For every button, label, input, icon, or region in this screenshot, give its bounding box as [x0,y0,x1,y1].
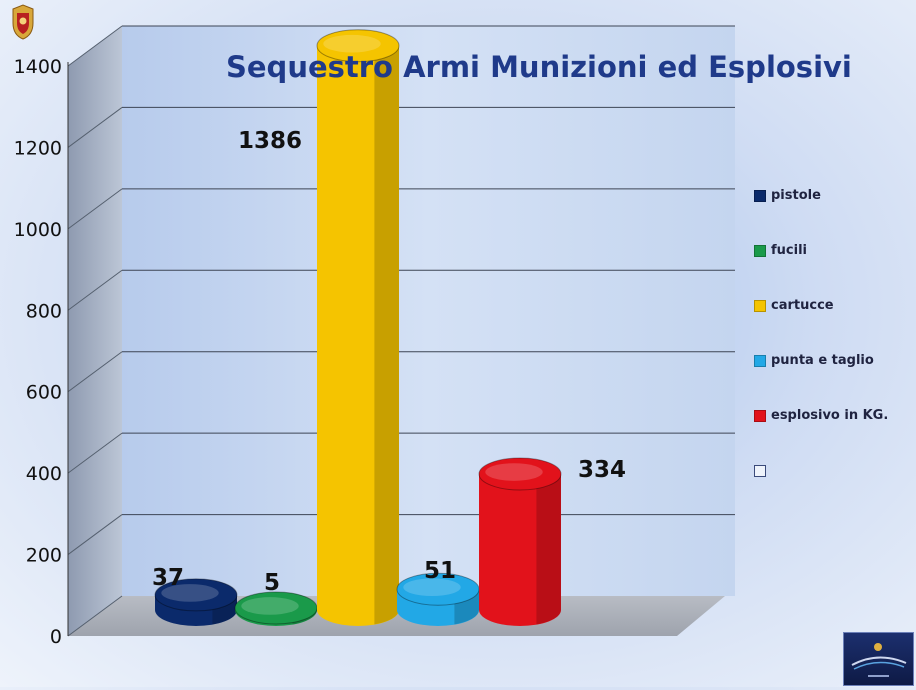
bar-body [479,474,561,626]
bar-pistole [154,578,238,626]
data-label: 5 [264,570,280,596]
gridline-side [67,351,123,393]
bar-body [317,45,399,626]
y-tick-label: 1000 [14,219,62,241]
legend-swatch-punta-e-taglio [754,354,766,367]
y-tick-label: 1200 [14,137,62,159]
chart-title: Sequestro Armi Munizioni ed Esplosivi [226,50,852,84]
bar-cartucce [316,29,400,626]
legend-label: pistole [771,188,821,203]
bar-cap [154,578,238,612]
legend-swatch-esplosivo [754,409,766,422]
left-wall [68,26,122,636]
bar-cap [316,29,400,63]
gridline-side [67,188,123,230]
bar-cap-highlight [323,34,381,53]
bar-punta-e-taglio [396,572,480,626]
back-wall [122,26,735,596]
y-tick-label: 800 [26,300,62,322]
legend-item-fucili: fucili [754,223,888,278]
y-tick-label: 600 [26,382,62,404]
legend-item-cartucce: cartucce [754,278,888,333]
bar-shade [536,474,561,625]
bar-cap-highlight [161,584,219,602]
gridline-side [67,107,123,148]
legend-label: punta e taglio [771,353,874,368]
legend-swatch-cartucce [754,299,766,312]
legend-swatch-fucili [754,244,766,257]
legend-swatch-pistole [754,189,766,202]
bar-cap-highlight [241,597,299,615]
gridline-side [67,432,123,474]
legend-item-punta-e-taglio: punta e taglio [754,333,888,388]
bar-cap-highlight [403,578,461,597]
legend-label: fucili [771,243,807,258]
gridline-side [67,25,123,67]
bar-cap [478,457,562,491]
police-emblem-icon [10,3,36,41]
y-tick-label: 400 [26,463,62,485]
bar-fucili [234,591,318,626]
gridline-side [67,269,123,311]
data-label: 37 [152,565,184,591]
legend-item-esplosivo: esplosivo in KG. [754,388,888,443]
bar-esplosivo-in-kg [478,457,562,626]
data-label: 334 [578,457,626,483]
legend-label: cartucce [771,298,834,313]
legend-swatch-empty [754,464,766,477]
legend-item-empty [754,443,888,498]
y-tick-label: 1400 [14,56,62,78]
data-label: 51 [424,558,456,584]
y-tick-label: 0 [50,626,62,648]
commemorative-badge [843,632,914,686]
data-label: 1386 [238,128,302,154]
bar-cap-highlight [485,463,543,481]
chart-legend: pistole fucili cartucce punta e taglio e… [754,168,888,498]
legend-label: esplosivo in KG. [771,408,889,423]
gridline-side [67,595,123,637]
bar-shade [374,45,399,625]
gridline-side [67,514,123,555]
y-tick-label: 200 [26,545,62,567]
legend-item-pistole: pistole [754,168,888,223]
